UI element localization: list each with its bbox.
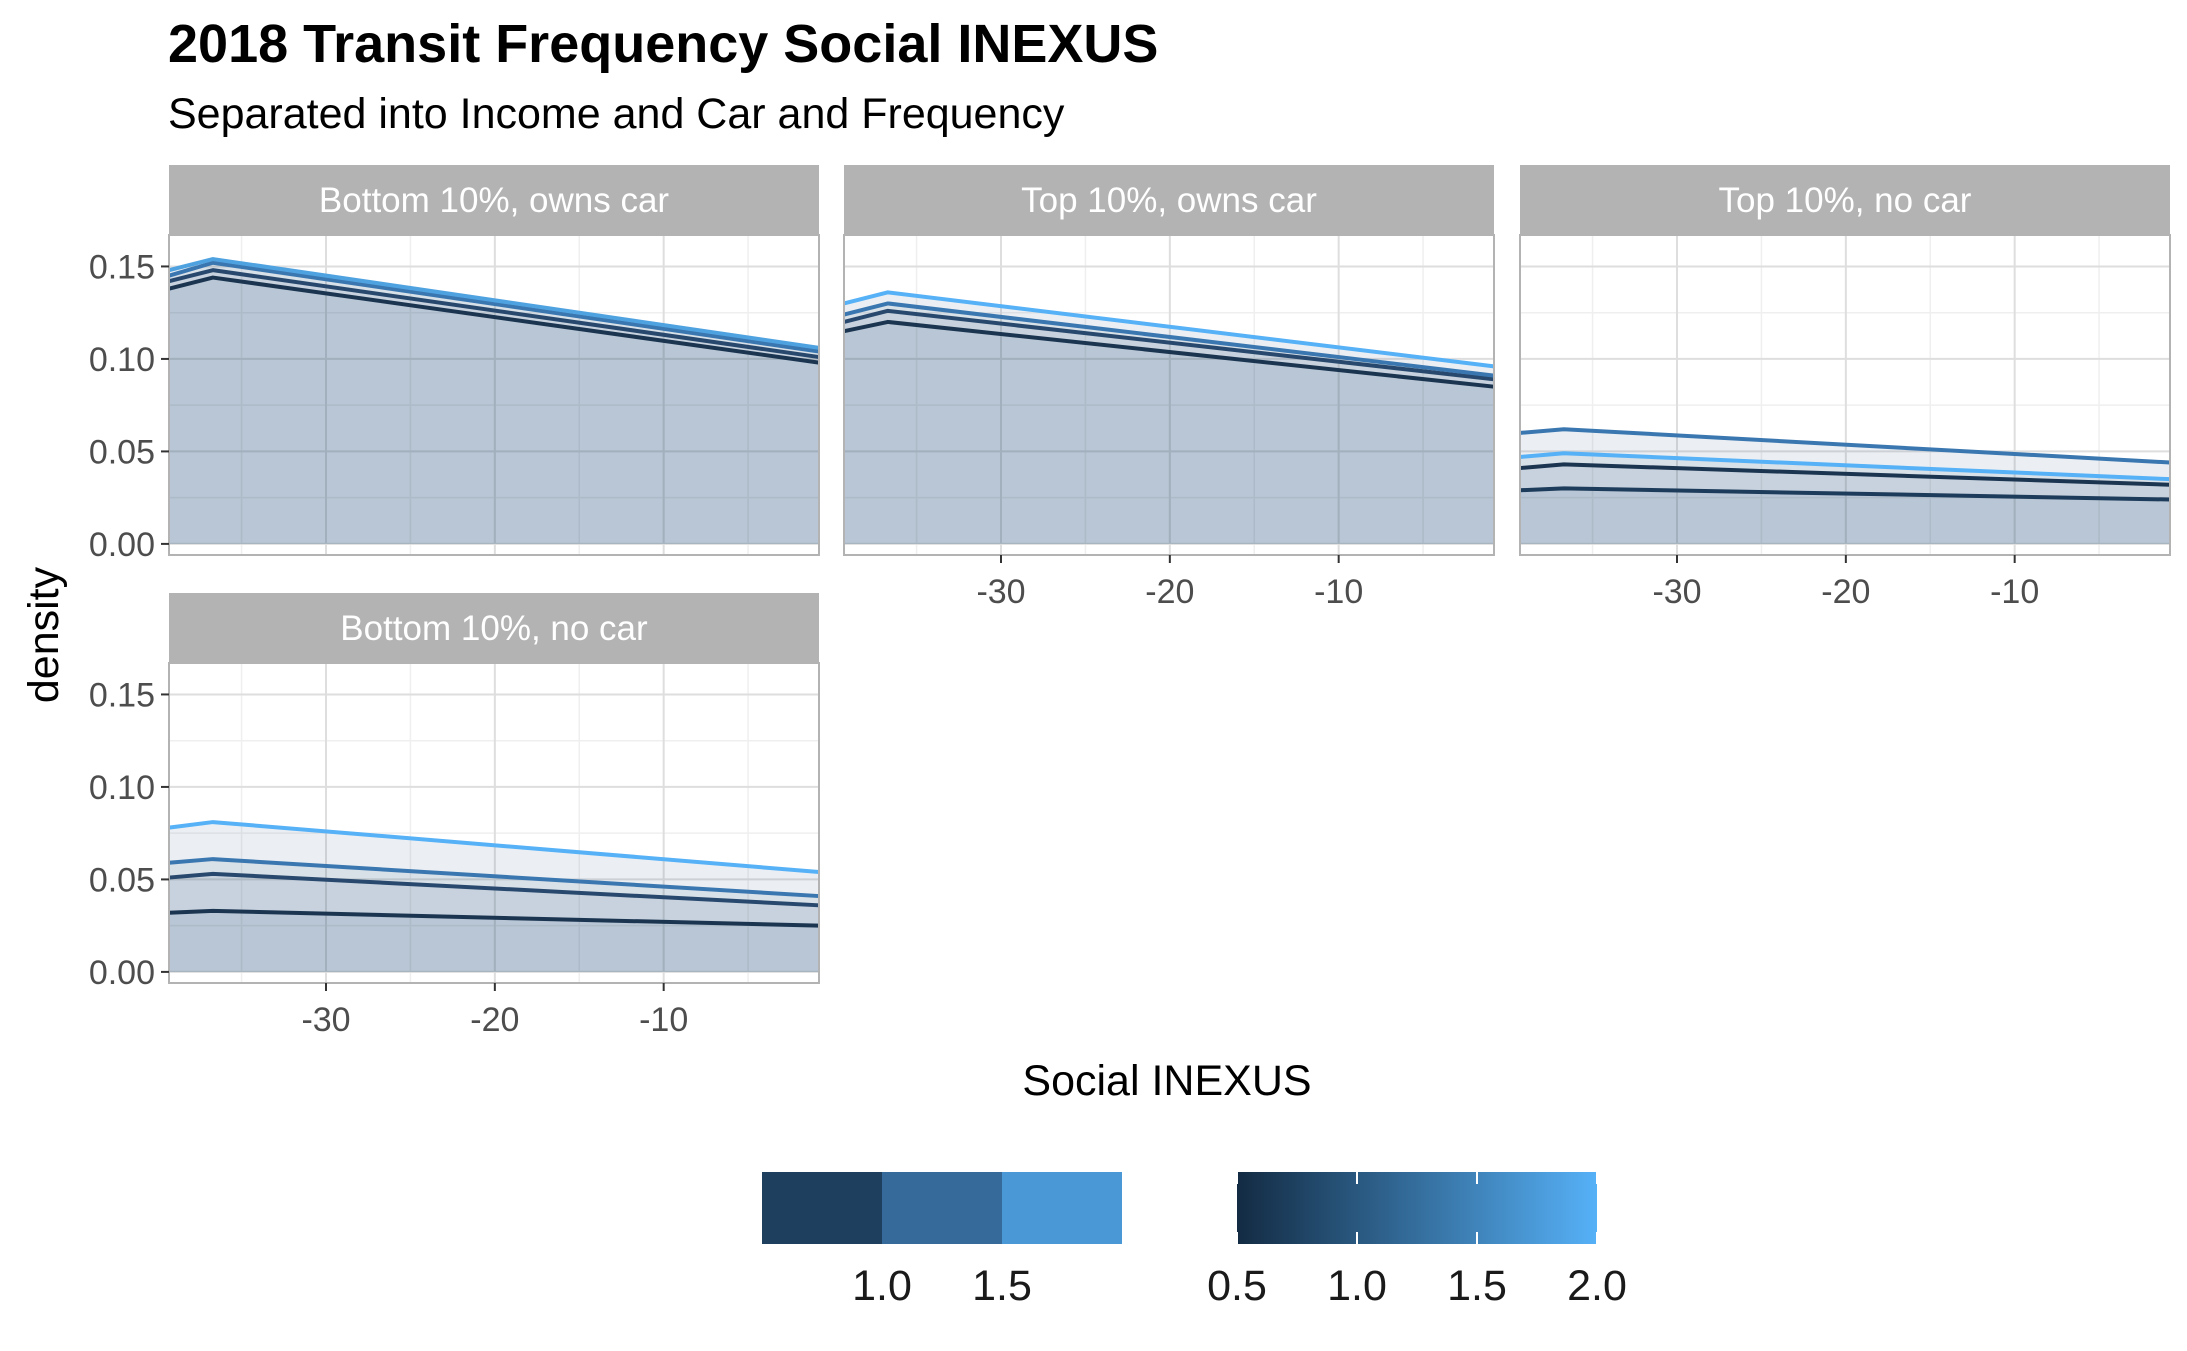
chart-subtitle: Separated into Income and Car and Freque… <box>168 90 1065 138</box>
x-tick-label: -30 <box>1652 573 1701 611</box>
density-line <box>843 290 1495 369</box>
x-tick-label: -30 <box>976 573 1025 611</box>
x-tick-label: -10 <box>639 1001 688 1039</box>
facet-strip-label: Top 10%, owns car <box>1021 181 1317 220</box>
x-tick-label: -30 <box>301 1001 350 1039</box>
y-tick-label: 0.05 <box>89 433 155 471</box>
facet-strip <box>169 165 819 235</box>
density-line <box>843 301 1495 378</box>
density-line <box>168 857 820 899</box>
density-area <box>1520 453 2170 544</box>
facet-panel: Bottom 10%, owns car 0.00 0.05 0.10 0.15 <box>89 165 820 564</box>
x-tick-label: -20 <box>1821 573 1870 611</box>
colour-legend-label: 1.0 <box>1327 1262 1387 1310</box>
colour-legend-label: 1.5 <box>1447 1262 1507 1310</box>
facet-panel: Top 10%, owns car -30 -20 -10 <box>843 165 1495 611</box>
y-tick-label: 0.10 <box>89 769 155 807</box>
density-line <box>1519 462 2171 487</box>
fill-legend-key <box>762 1172 882 1244</box>
facet-panel: Bottom 10%, no car 0.00 0.05 0.10 0.15 -30 -20… <box>89 593 820 1039</box>
density-line <box>168 820 820 875</box>
density-area <box>169 259 819 544</box>
colour-legend: 0.5 1.0 1.5 2.0 <box>1207 1172 1627 1310</box>
panel-border <box>168 234 820 556</box>
fill-legend: 1.0 1.5 <box>762 1172 1122 1310</box>
fill-legend-label: 1.0 <box>852 1262 912 1310</box>
x-tick-label: -20 <box>470 1001 519 1039</box>
density-area <box>844 303 1494 544</box>
colour-legend-label: 0.5 <box>1207 1262 1267 1310</box>
density-line <box>1519 451 2171 482</box>
density-area <box>844 321 1494 544</box>
y-axis-title: density <box>20 566 68 703</box>
x-tick-label: -10 <box>1314 573 1363 611</box>
density-area <box>169 277 819 544</box>
fill-legend-key <box>1002 1172 1122 1244</box>
density-line <box>1519 427 2171 465</box>
density-line <box>168 908 820 928</box>
density-line <box>168 260 820 354</box>
density-line <box>168 871 820 908</box>
density-area <box>1520 488 2170 544</box>
facet-panel: Top 10%, no car -30 -20 -10 <box>1519 165 2171 611</box>
fill-legend-label: 1.5 <box>972 1262 1032 1310</box>
facet-strip-label: Bottom 10%, no car <box>340 609 648 648</box>
density-line <box>168 275 820 365</box>
density-area <box>1520 464 2170 544</box>
fill-legend-key <box>882 1172 1002 1244</box>
facet-strip-label: Bottom 10%, owns car <box>319 181 669 220</box>
density-line <box>843 319 1495 389</box>
y-tick-label: 0.15 <box>89 248 155 286</box>
density-line <box>168 268 820 360</box>
facet-strip <box>1520 165 2170 235</box>
density-area <box>169 910 819 972</box>
colour-legend-bar <box>1237 1172 1597 1244</box>
y-tick-label: 0.00 <box>89 526 155 564</box>
y-tick-label: 0.00 <box>89 954 155 992</box>
x-tick-label: -20 <box>1145 573 1194 611</box>
facet-strip-label: Top 10%, no car <box>1719 181 1972 220</box>
y-tick-label: 0.05 <box>89 861 155 899</box>
density-line <box>843 308 1495 382</box>
x-tick-label: -10 <box>1990 573 2039 611</box>
facet-panels: Bottom 10%, owns car 0.00 0.05 0.10 0.15 Top … <box>89 165 2171 1039</box>
colour-legend-label: 2.0 <box>1567 1262 1627 1310</box>
x-axis-title: Social INEXUS <box>1022 1057 1311 1105</box>
density-line <box>1519 486 2171 502</box>
facet-strip <box>844 165 1494 235</box>
facet-strip <box>169 593 819 663</box>
y-tick-label: 0.15 <box>89 676 155 714</box>
chart-title: 2018 Transit Frequency Social INEXUS <box>168 14 1158 74</box>
y-tick-label: 0.10 <box>89 341 155 379</box>
density-line <box>168 257 820 350</box>
